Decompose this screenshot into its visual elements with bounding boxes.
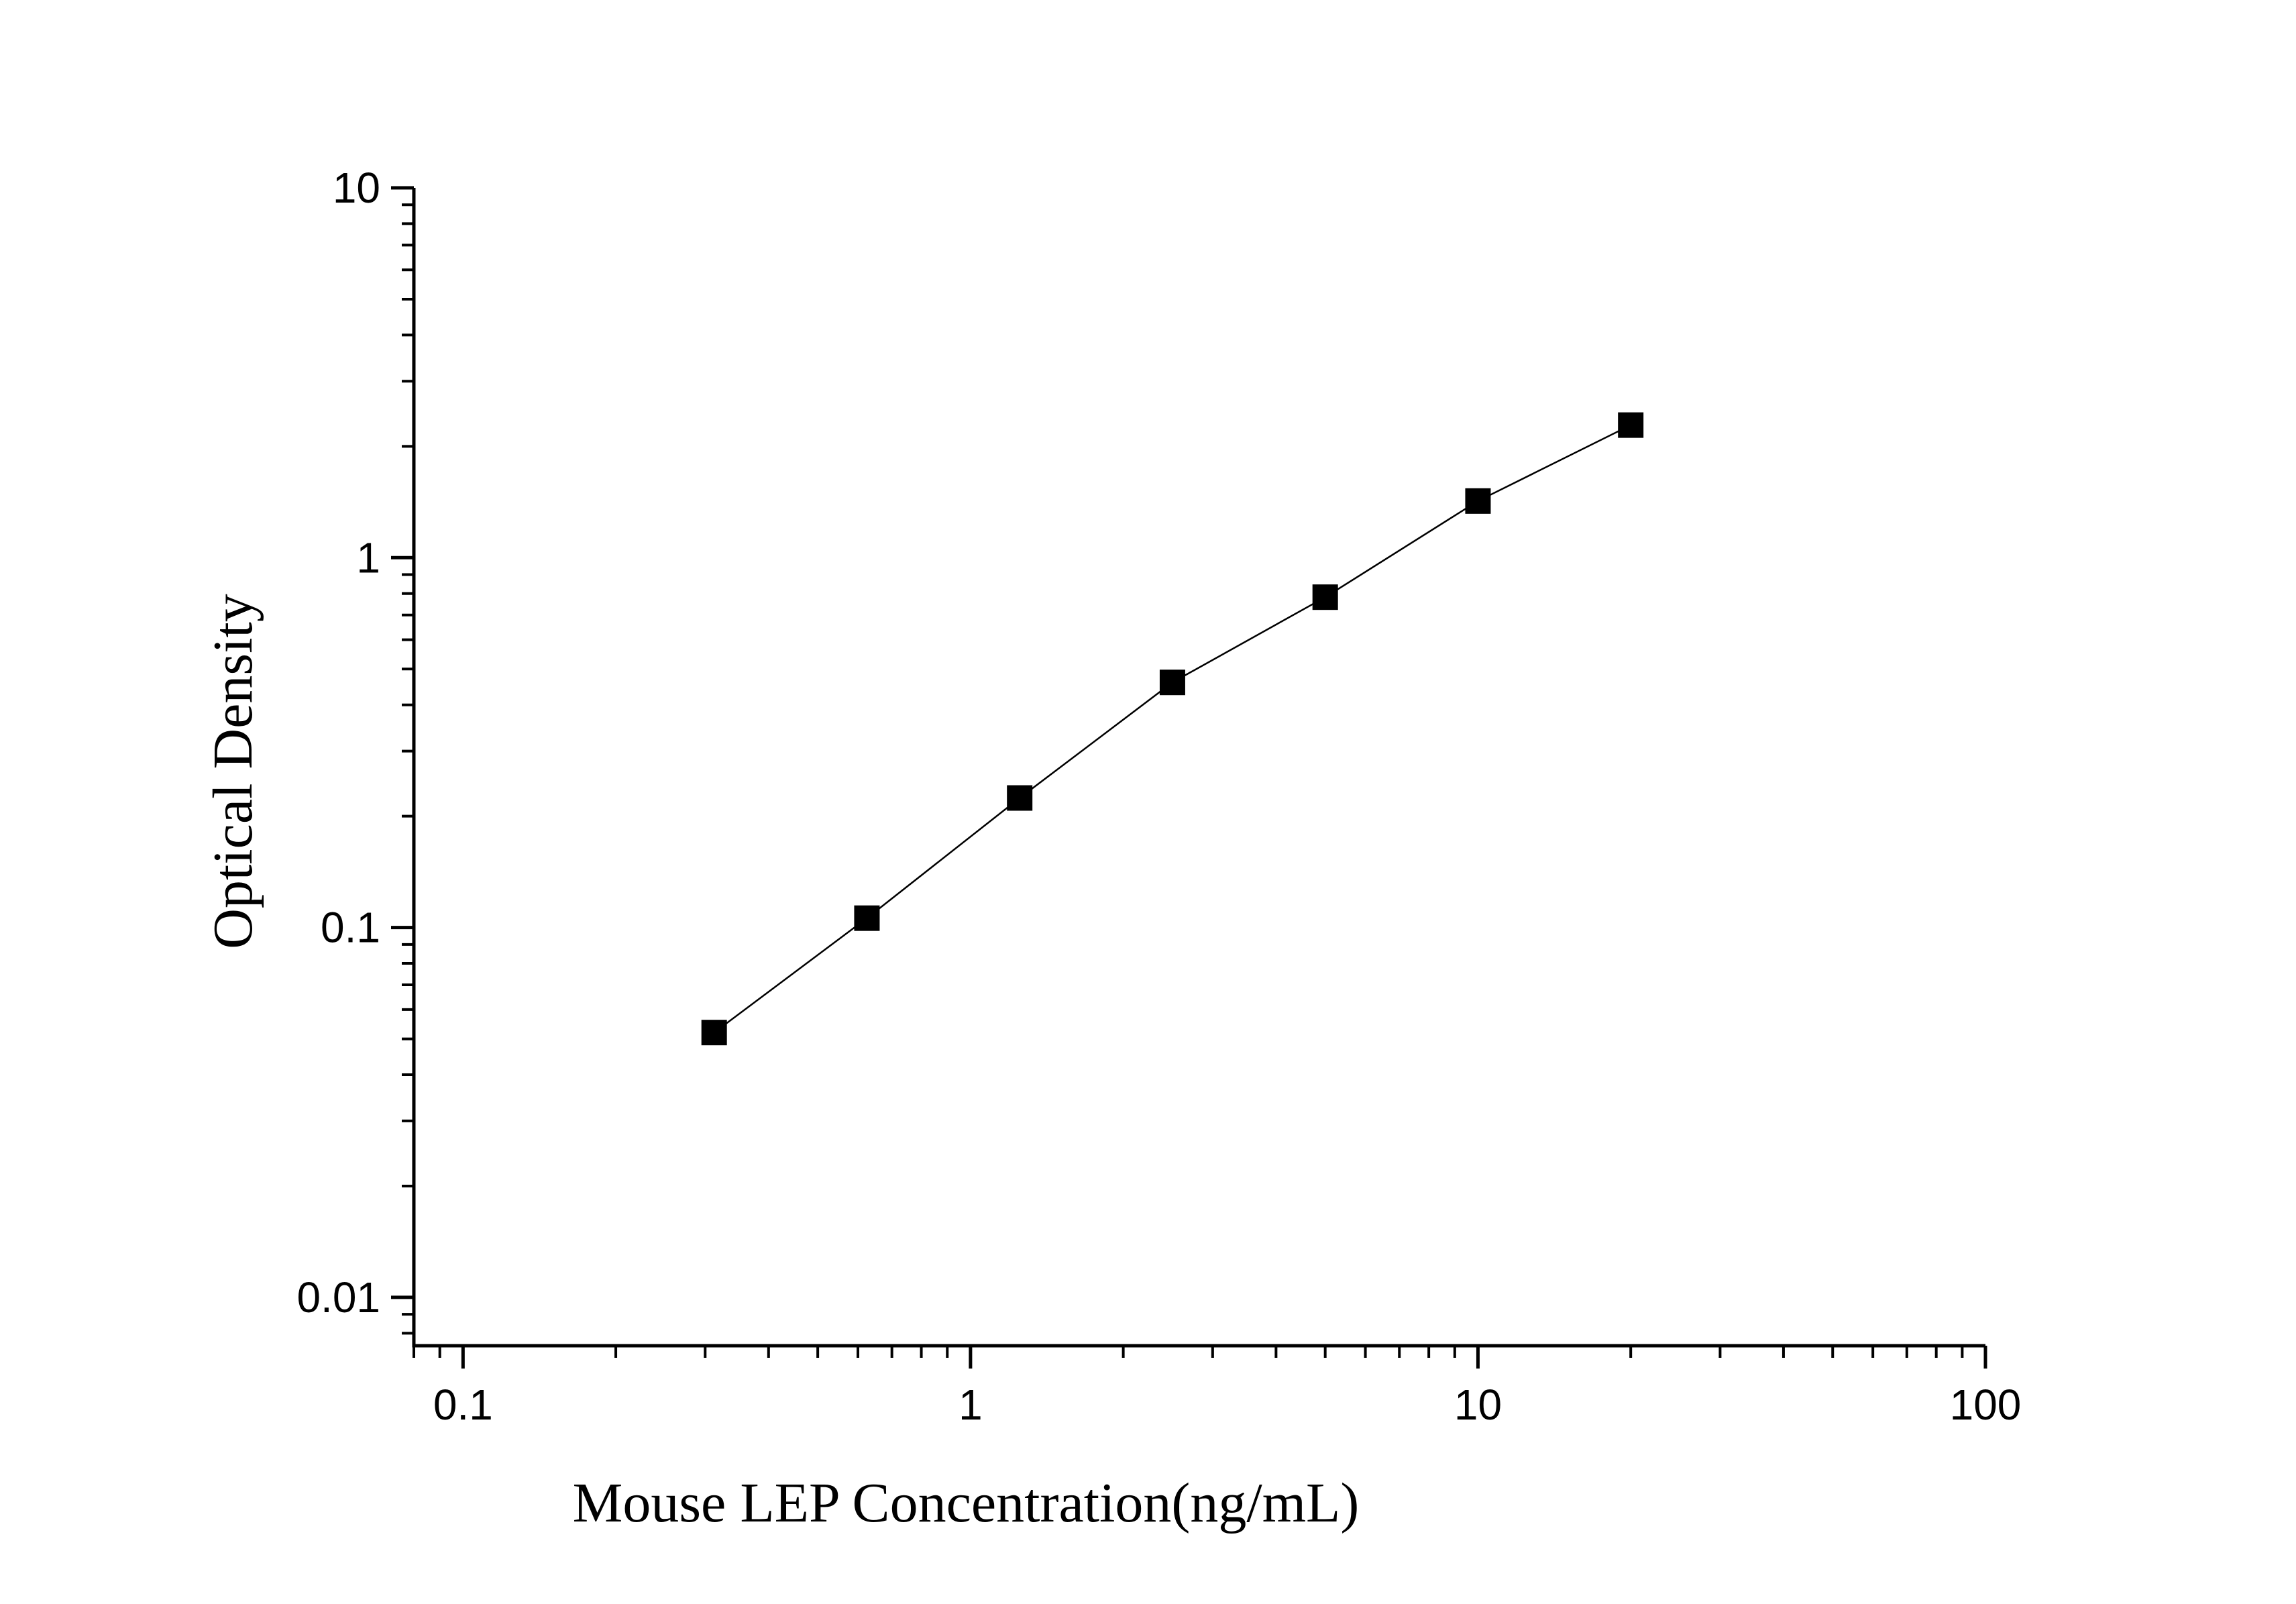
series-points: [701, 412, 1644, 1046]
plot-area: 0.1 1 10 100 0.01 0.1 1 10: [296, 164, 2021, 1429]
y-tick-label: 10: [333, 164, 380, 212]
y-tick-label: 1: [356, 533, 380, 582]
x-tick-label: 100: [1950, 1381, 2022, 1429]
x-tick-labels: 0.1 1 10 100: [433, 1381, 2022, 1429]
series-line: [713, 424, 1631, 1034]
x-major-ticks: [461, 1346, 1987, 1369]
x-tick-label: 0.1: [433, 1381, 493, 1429]
y-axis-title: Optical Density: [202, 594, 264, 949]
x-axis-title: Mouse LEP Concentration(ng/mL): [573, 1472, 1360, 1534]
data-point: [1312, 584, 1338, 610]
data-point: [1618, 412, 1644, 438]
y-tick-label: 0.1: [321, 904, 380, 952]
data-point: [1159, 670, 1185, 696]
x-tick-label: 1: [959, 1381, 983, 1429]
y-minor-ticks: [402, 203, 414, 1335]
y-tick-label: 0.01: [296, 1273, 380, 1322]
y-tick-labels: 0.01 0.1 1 10: [296, 164, 380, 1322]
data-point: [701, 1020, 727, 1046]
y-major-ticks: [391, 186, 414, 1299]
data-point: [1007, 785, 1033, 811]
data-point: [854, 905, 880, 931]
data-point: [1465, 488, 1491, 514]
x-minor-ticks: [413, 1346, 1964, 1358]
x-tick-label: 10: [1454, 1381, 1502, 1429]
